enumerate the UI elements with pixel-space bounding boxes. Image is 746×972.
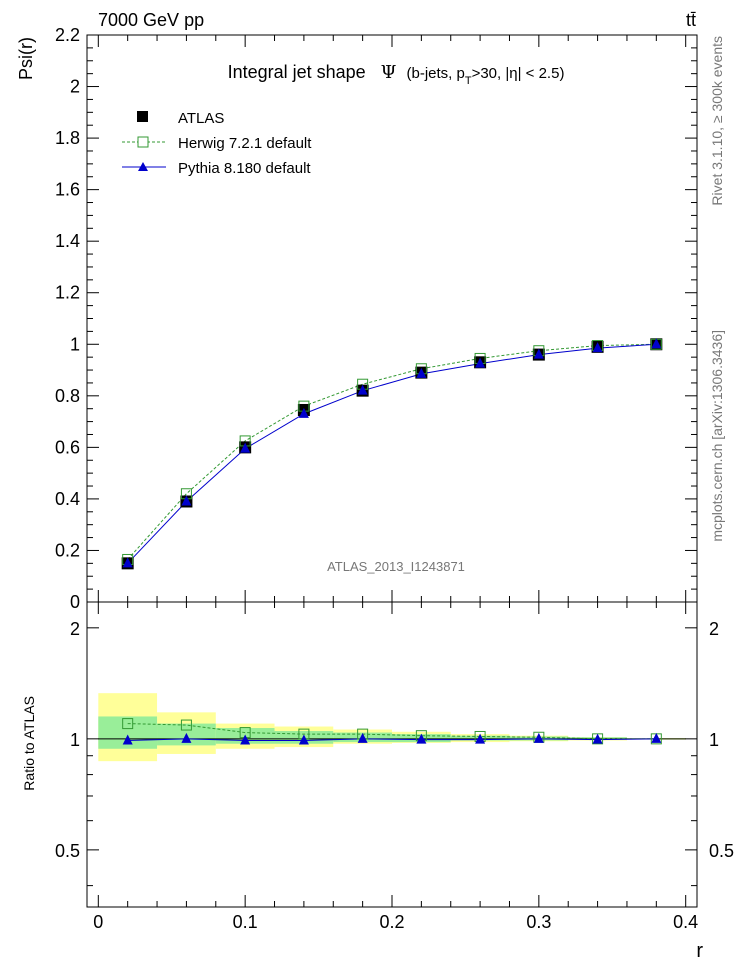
- mcplots-source-label: mcplots.cern.ch [arXiv:1306.3436]: [709, 330, 725, 542]
- ratio-y-tick-label: 1: [70, 730, 80, 750]
- main-y-tick-label: 2: [70, 77, 80, 97]
- main-y-tick-label: 1.2: [55, 283, 80, 303]
- chart-title-selection-post: >30, |η| < 2.5): [472, 65, 565, 82]
- x-tick-label: 0.4: [673, 912, 698, 932]
- ratio-pythia-point: [181, 732, 192, 743]
- ratio-pythia-line: [127, 738, 657, 741]
- ratio-pythia-point: [475, 733, 486, 744]
- ratio-uncertainty-bands: [98, 693, 686, 762]
- main-y-tick-label: 1.4: [55, 231, 80, 251]
- ratio-y-tick-label-right: 2: [709, 619, 719, 639]
- analysis-watermark: ATLAS_2013_I1243871: [327, 559, 465, 574]
- herwig-line: [127, 343, 657, 560]
- main-y-tick-label: 0: [70, 592, 80, 612]
- ratio-pythia-point: [533, 732, 544, 743]
- ratio-y-ticks: 0.5 0.5 1 1 2 2: [55, 619, 734, 887]
- ratio-pythia-point: [298, 734, 309, 745]
- ratio-y-axis-label: Ratio to ATLAS: [21, 696, 37, 791]
- ratio-pythia-point: [592, 733, 603, 744]
- main-y-tick-label: 1.6: [55, 180, 80, 200]
- energy-label: 7000 GeV pp: [98, 10, 204, 30]
- pythia-point: [240, 442, 251, 453]
- legend-marker-atlas: [137, 111, 148, 122]
- ratio-pythia-point: [122, 734, 133, 745]
- pythia-point: [298, 407, 309, 418]
- main-y-tick-label: 0.4: [55, 489, 80, 509]
- pythia-point: [357, 384, 368, 395]
- process-label: tt̄: [686, 10, 696, 30]
- ratio-y-tick-label-right: 1: [709, 730, 719, 750]
- x-tick-label: 0: [93, 912, 103, 932]
- ratio-panel: 0.5 0.51 12 2 Ratio to ATLAS 0 0.1 0.2 0.3 0.4 …: [21, 35, 734, 962]
- chart-title: Integral jet shape Ψ (b-jets, pT>30, |η|…: [228, 62, 565, 87]
- ratio-pythia-point: [416, 733, 427, 744]
- rivet-version-label: Rivet 3.1.10, ≥ 300k events: [709, 36, 725, 206]
- x-axis-ticks: 0 0.1 0.2 0.3 0.4: [93, 35, 698, 932]
- main-y-tick-label: 0.2: [55, 540, 80, 560]
- main-y-tick-label: 0.8: [55, 386, 80, 406]
- ratio-y-tick-label: 2: [70, 619, 80, 639]
- ratio-y-tick-label: 0.5: [55, 841, 80, 861]
- chart-title-selection-pre: (b-jets, p: [406, 65, 464, 82]
- main-panel: 0 0.2 0.4 0.6 0.8 1 1.2 1.4 1.6 1.8 2 2.2 Psi(r) In…: [16, 25, 698, 612]
- chart-title-symbol: Ψ: [381, 62, 397, 83]
- ratio-herwig-line: [127, 723, 657, 740]
- pythia-point: [592, 342, 603, 353]
- ratio-herwig-point: [180, 719, 192, 731]
- x-tick-label: 0.2: [379, 912, 404, 932]
- ratio-y-tick-label-right: 0.5: [709, 841, 734, 861]
- ratio-pythia-point: [357, 732, 368, 743]
- pythia-point: [651, 338, 662, 349]
- main-y-tick-label: 1: [70, 334, 80, 354]
- pythia-point: [122, 557, 133, 568]
- pythia-point: [533, 348, 544, 359]
- legend-marker-pythia: [138, 162, 148, 171]
- legend-label-pythia: Pythia 8.180 default: [178, 160, 311, 177]
- pythia-point: [416, 367, 427, 378]
- main-y-axis-label: Psi(r): [16, 37, 36, 80]
- chart-title-selection-sub: T: [465, 75, 472, 87]
- pythia-point: [181, 495, 192, 506]
- main-y-tick-label: 1.8: [55, 128, 80, 148]
- legend-label-herwig: Herwig 7.2.1 default: [178, 135, 312, 152]
- ratio-frame: [86, 601, 698, 908]
- ratio-pythia-point: [240, 734, 251, 745]
- main-y-tick-label: 0.6: [55, 437, 80, 457]
- main-y-tick-label: 2.2: [55, 25, 80, 45]
- main-series-group: [121, 338, 663, 570]
- ratio-herwig-point: [122, 718, 134, 730]
- x-tick-label: 0.3: [526, 912, 551, 932]
- legend-marker-herwig: [137, 136, 149, 148]
- ratio-pythia-point: [651, 732, 662, 743]
- pythia-point: [475, 357, 486, 368]
- x-axis-label: r: [696, 940, 703, 962]
- chart-title-text: Integral jet shape: [228, 62, 366, 82]
- main-y-ticks: 0 0.2 0.4 0.6 0.8 1 1.2 1.4 1.6 1.8 2 2.2: [55, 25, 697, 612]
- ratio-series-group: [122, 718, 662, 745]
- pythia-line: [127, 343, 657, 564]
- legend: ATLAS Herwig 7.2.1 default Pythia 8.180 …: [122, 110, 312, 177]
- legend-label-atlas: ATLAS: [178, 110, 224, 127]
- x-tick-label: 0.1: [233, 912, 258, 932]
